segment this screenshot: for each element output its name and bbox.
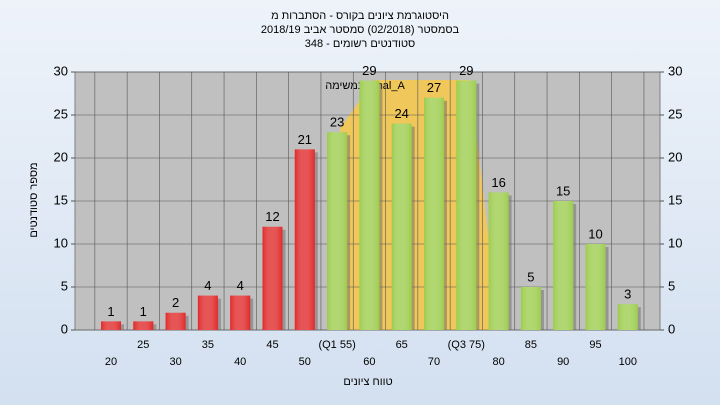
x-tick-label: 70 <box>428 356 440 368</box>
value-label: 4 <box>204 278 211 293</box>
y2-tick-label: 30 <box>668 63 682 78</box>
bar-shine <box>133 321 154 330</box>
bar-shine <box>197 295 218 330</box>
value-label: 4 <box>237 278 244 293</box>
value-label: 23 <box>330 115 344 130</box>
y2-tick-label: 0 <box>668 321 675 336</box>
bar-shine <box>585 244 606 330</box>
bar-shine <box>165 312 186 330</box>
value-label: 29 <box>362 63 376 78</box>
y-tick-label: 10 <box>54 235 68 250</box>
value-label: 15 <box>556 183 570 198</box>
title-line: סטודנטים רשומים - 348 <box>305 38 416 50</box>
title-line: בסמסטר (02/2018) סמסטר אביב 2018/19 <box>261 24 460 36</box>
y2-tick-label: 20 <box>668 149 682 164</box>
value-label: 1 <box>107 304 114 319</box>
x-tick-label: 95 <box>589 339 601 351</box>
y-tick-label: 20 <box>54 149 68 164</box>
bar-shine <box>359 80 380 330</box>
bar-shine <box>424 97 444 330</box>
x-axis-label: טווח ציונים <box>343 376 392 388</box>
x-tick-label: 50 <box>299 356 311 368</box>
x-tick-label: 40 <box>234 356 246 368</box>
value-label: 10 <box>588 226 602 241</box>
y-tick-label: 25 <box>54 106 68 121</box>
x-tick-label: 25 <box>137 339 149 351</box>
y-axis-label: מספר סטודנטים <box>28 162 40 237</box>
bar-shine <box>327 132 348 330</box>
bar-shine <box>230 295 251 330</box>
bar-shine <box>617 304 638 330</box>
value-label: 2 <box>172 295 179 310</box>
x-tick-label: 60 <box>363 356 375 368</box>
x-tick-label: 90 <box>557 356 569 368</box>
x-tick-label: 85 <box>525 339 537 351</box>
y-tick-label: 0 <box>61 321 68 336</box>
x-tick-label: (Q3 75) <box>448 339 485 351</box>
value-label: 29 <box>459 63 473 78</box>
value-label: 16 <box>491 175 505 190</box>
value-label: 24 <box>394 106 408 121</box>
y2-tick-label: 15 <box>668 192 682 207</box>
title-line: היסטוגרמת ציונים בקורס - הסתברות מ <box>271 10 449 22</box>
value-label: 21 <box>298 132 312 147</box>
y2-tick-label: 5 <box>668 278 675 293</box>
x-tick-label: 80 <box>492 356 504 368</box>
bar-shine <box>553 201 574 330</box>
x-tick-label: 35 <box>202 339 214 351</box>
x-tick-label: 100 <box>619 356 637 368</box>
x-tick-label: 65 <box>396 339 408 351</box>
y2-tick-label: 25 <box>668 106 682 121</box>
bar-shine <box>488 192 509 330</box>
value-label: 3 <box>624 287 631 302</box>
x-tick-label: 20 <box>105 356 117 368</box>
x-tick-label: 45 <box>266 339 278 351</box>
y2-tick-label: 10 <box>668 235 682 250</box>
bar-shine <box>101 321 121 330</box>
value-label: 5 <box>527 269 534 284</box>
value-label: 27 <box>427 80 441 95</box>
bar-shine <box>520 287 541 330</box>
value-label: 12 <box>265 209 279 224</box>
value-label: 1 <box>140 304 147 319</box>
bar-shine <box>456 80 477 330</box>
y-tick-label: 30 <box>54 63 68 78</box>
y-tick-label: 15 <box>54 192 68 207</box>
x-tick-label: 30 <box>169 356 181 368</box>
x-tick-label: (Q1 55) <box>318 339 355 351</box>
y-tick-label: 5 <box>61 278 68 293</box>
bar-shine <box>294 149 315 330</box>
bar-shine <box>262 226 283 330</box>
bar-shine <box>391 123 412 330</box>
